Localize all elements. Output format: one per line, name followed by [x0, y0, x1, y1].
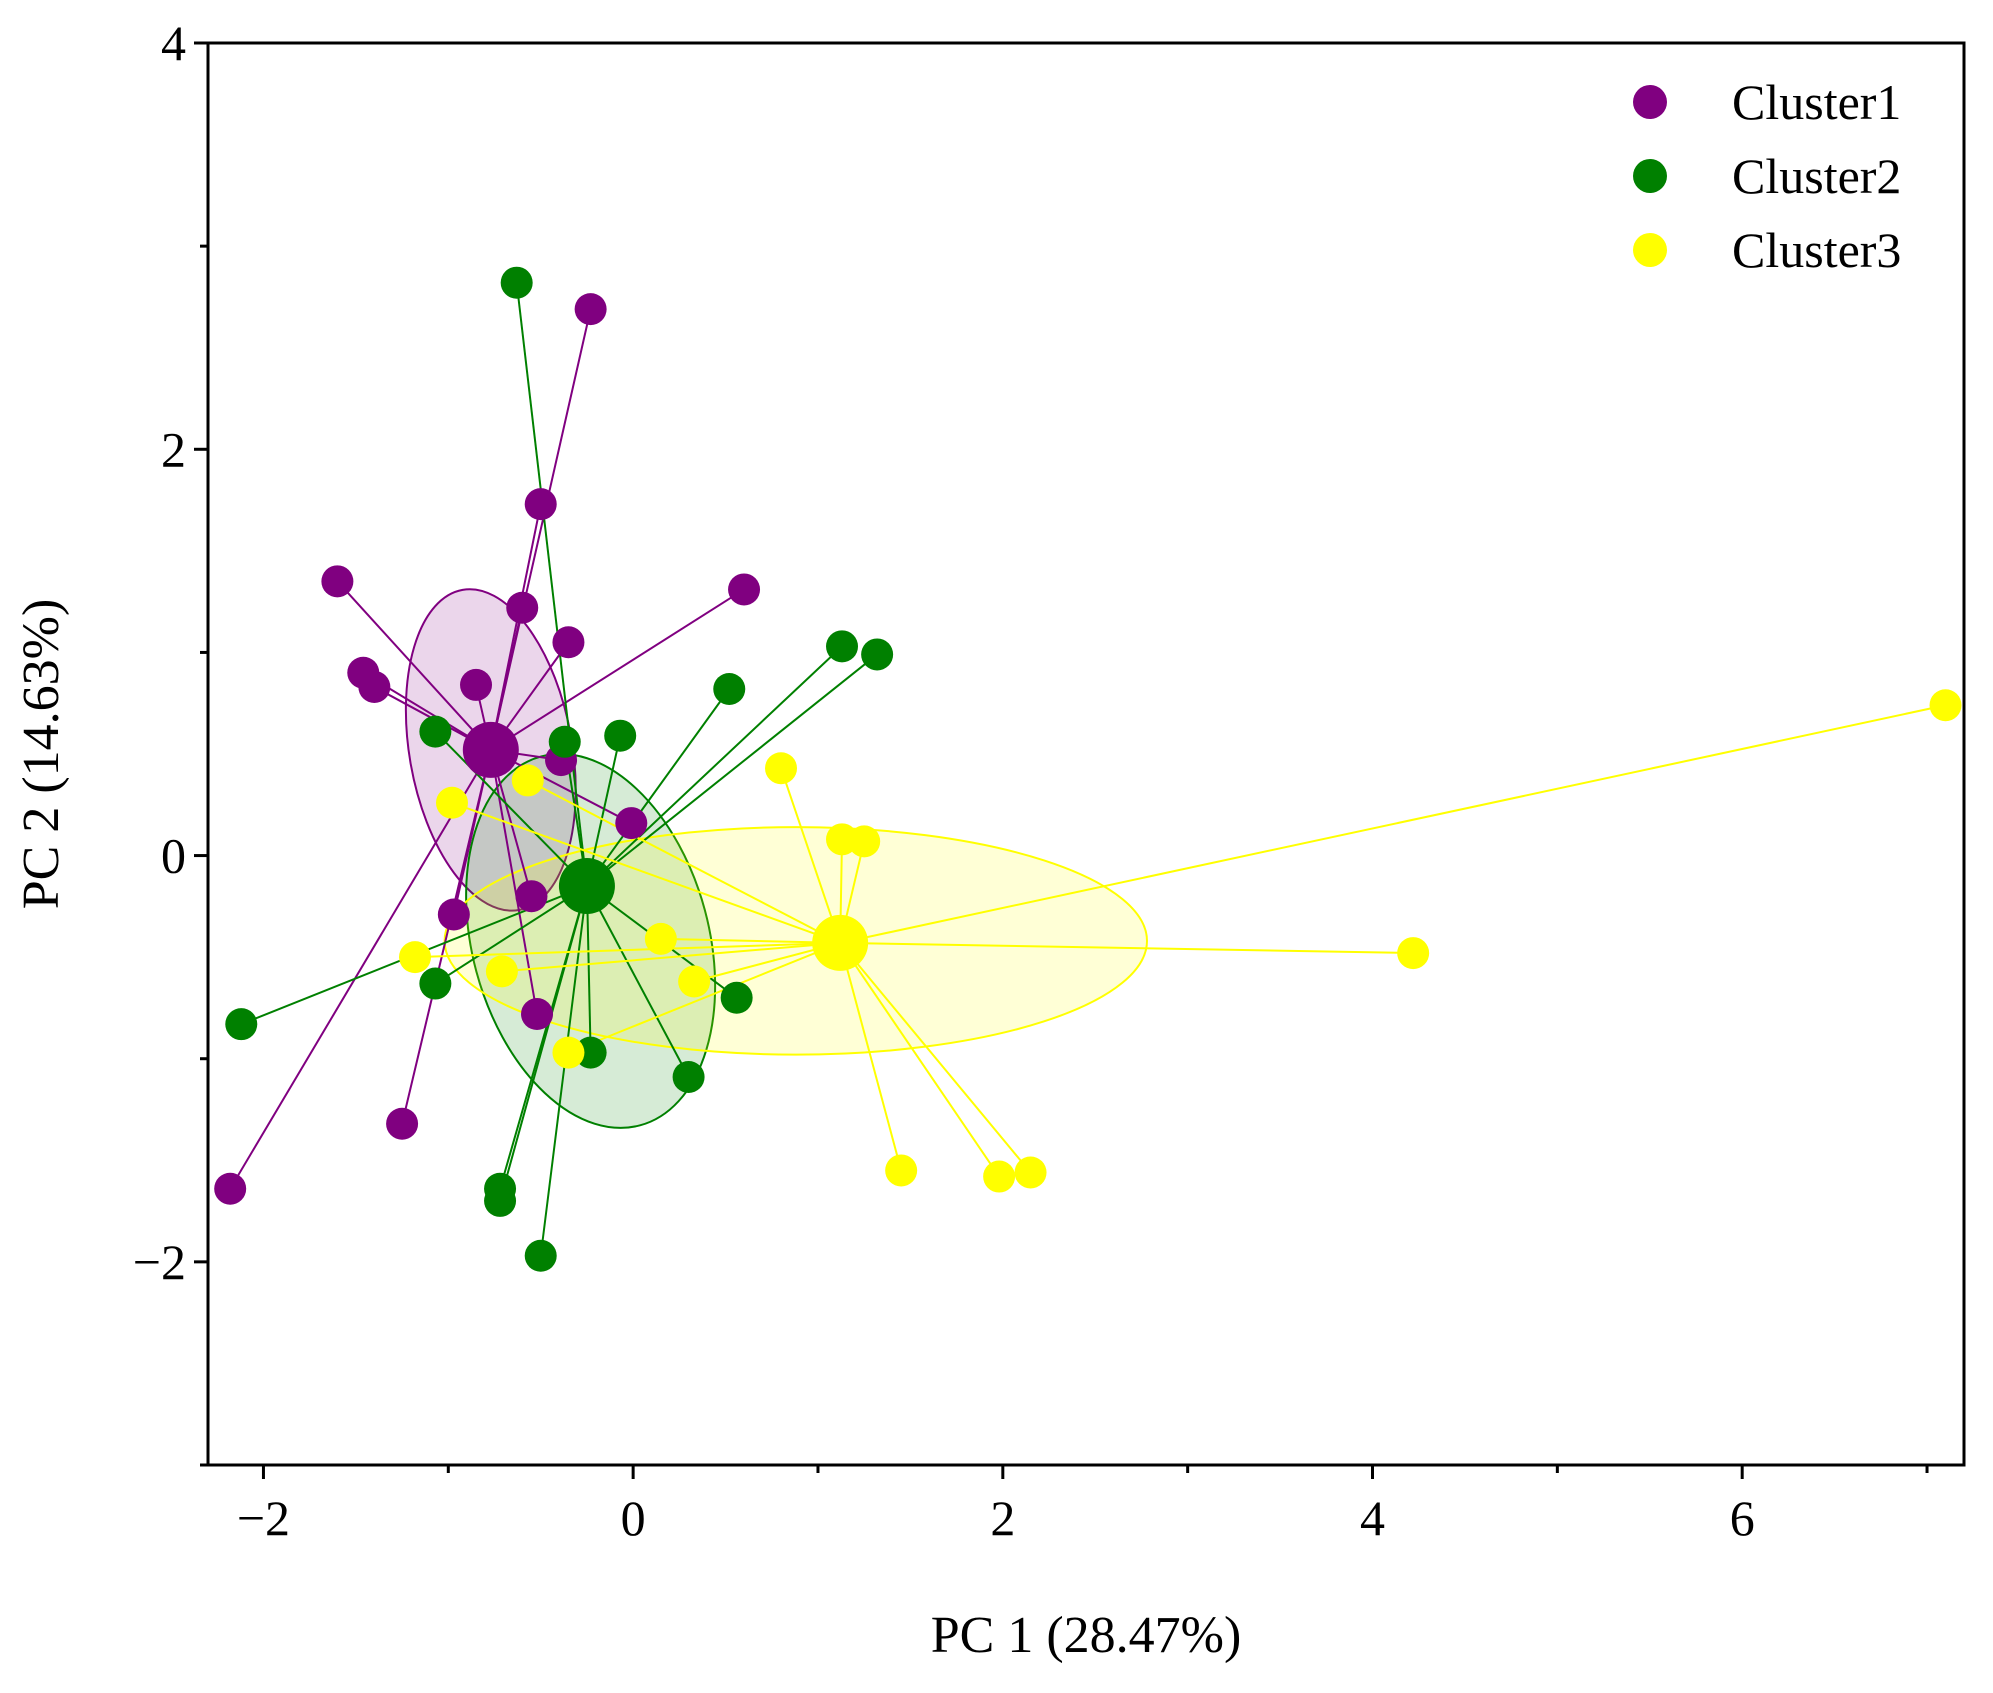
cluster3-centroid [812, 914, 869, 971]
centroid-spokes [229, 282, 1946, 1256]
cluster3-spoke [839, 942, 1032, 1174]
x-tick-label: 6 [1730, 1490, 1755, 1546]
cluster3-point [399, 941, 432, 974]
cluster1-point [515, 880, 548, 913]
y-tick-label: 0 [161, 828, 186, 884]
y-tick-label: −2 [133, 1234, 186, 1290]
cluster1-centroid [462, 721, 519, 778]
y-axis-title: PC 2 (14.63%) [13, 599, 70, 910]
cluster2-point [604, 719, 637, 752]
cluster2-point [484, 1184, 517, 1217]
cluster1-point [386, 1107, 419, 1140]
legend-marker-cluster2 [1633, 159, 1667, 193]
x-tick-label: 4 [1360, 1490, 1385, 1546]
cluster3-point [485, 955, 518, 988]
legend-marker-cluster1 [1633, 85, 1667, 119]
cluster2-point [574, 1036, 607, 1069]
cluster1-point [506, 591, 539, 624]
cluster1-point [321, 565, 354, 598]
cluster3-spoke [527, 779, 841, 944]
cluster2-spoke [434, 885, 588, 985]
cluster2-point [861, 638, 894, 671]
confidence-ellipses [404, 588, 1148, 1129]
cluster2-point [826, 630, 859, 663]
cluster1-point [524, 488, 557, 521]
cluster2-point [419, 967, 452, 1000]
cluster2-spoke [586, 885, 690, 1078]
data-points [214, 266, 1962, 1272]
x-tick-label: 2 [990, 1490, 1015, 1546]
cluster3-point [885, 1154, 918, 1187]
cluster3-point [765, 752, 798, 785]
cluster3-point [848, 825, 881, 858]
cluster1-point [552, 626, 585, 659]
cluster2-point [713, 672, 746, 705]
cluster2-spoke [539, 885, 588, 1256]
cluster3-point [644, 922, 677, 955]
legend: Cluster1 Cluster2 Cluster3 [1633, 74, 1901, 278]
cluster1-point [214, 1172, 247, 1205]
x-tick-label: 0 [621, 1490, 646, 1546]
cluster1-point [615, 807, 648, 840]
cluster1-point [460, 668, 493, 701]
x-axis-title: PC 1 (28.47%) [931, 1607, 1242, 1664]
cluster3-spoke [839, 704, 1946, 944]
cluster2-spoke [499, 885, 588, 1202]
plot-frame [206, 41, 1966, 1467]
cluster2-spoke [586, 645, 843, 887]
cluster3-spoke [780, 767, 842, 944]
cluster2-point [524, 1239, 557, 1272]
cluster2-centroid [558, 858, 615, 915]
y-tick-label: 2 [161, 421, 186, 477]
cluster3-spoke [839, 942, 1000, 1178]
cluster3-point [678, 965, 711, 998]
cluster3-point [1014, 1156, 1047, 1189]
cluster2-spoke [434, 730, 588, 887]
cluster-centroids [462, 721, 869, 971]
cluster1-point [437, 898, 470, 931]
cluster1-spoke [336, 580, 492, 751]
cluster2-spoke [515, 282, 588, 887]
cluster3-spoke [414, 941, 841, 959]
cluster1-spoke [229, 749, 492, 1190]
cluster3-spoke [568, 941, 841, 1054]
cluster2-spoke [586, 688, 731, 887]
cluster2-point [500, 266, 533, 299]
cluster3-spoke [501, 941, 841, 973]
cluster3-point [435, 786, 468, 819]
cluster2-point [548, 725, 581, 758]
cluster1-point [574, 293, 607, 326]
cluster1-spoke [490, 588, 745, 751]
cluster2-spoke [586, 653, 878, 887]
cluster3-point [1397, 937, 1430, 970]
cluster2-point [225, 1008, 258, 1041]
legend-label-cluster3: Cluster3 [1732, 222, 1901, 278]
cluster3-spoke [840, 941, 1414, 955]
cluster2-point [720, 981, 753, 1014]
x-tick-label: −2 [237, 1490, 290, 1546]
cluster3-point [552, 1036, 585, 1069]
cluster3-spoke [660, 937, 841, 944]
cluster3-point [1929, 689, 1962, 722]
cluster2-point [419, 715, 452, 748]
axes: −2 0 2 4 6 −2 0 2 4 [133, 15, 1966, 1546]
legend-label-cluster1: Cluster1 [1732, 74, 1901, 130]
cluster2-point [672, 1060, 705, 1093]
y-tick-label: 4 [161, 15, 186, 71]
cluster3-point [983, 1160, 1016, 1193]
cluster1-point [358, 670, 391, 703]
cluster3-spoke [451, 801, 841, 944]
cluster3-point [511, 764, 544, 797]
cluster1-point [521, 998, 554, 1031]
cluster3-spoke [839, 942, 903, 1171]
legend-label-cluster2: Cluster2 [1732, 148, 1901, 204]
cluster1-point [728, 573, 761, 606]
legend-marker-cluster3 [1633, 233, 1667, 267]
